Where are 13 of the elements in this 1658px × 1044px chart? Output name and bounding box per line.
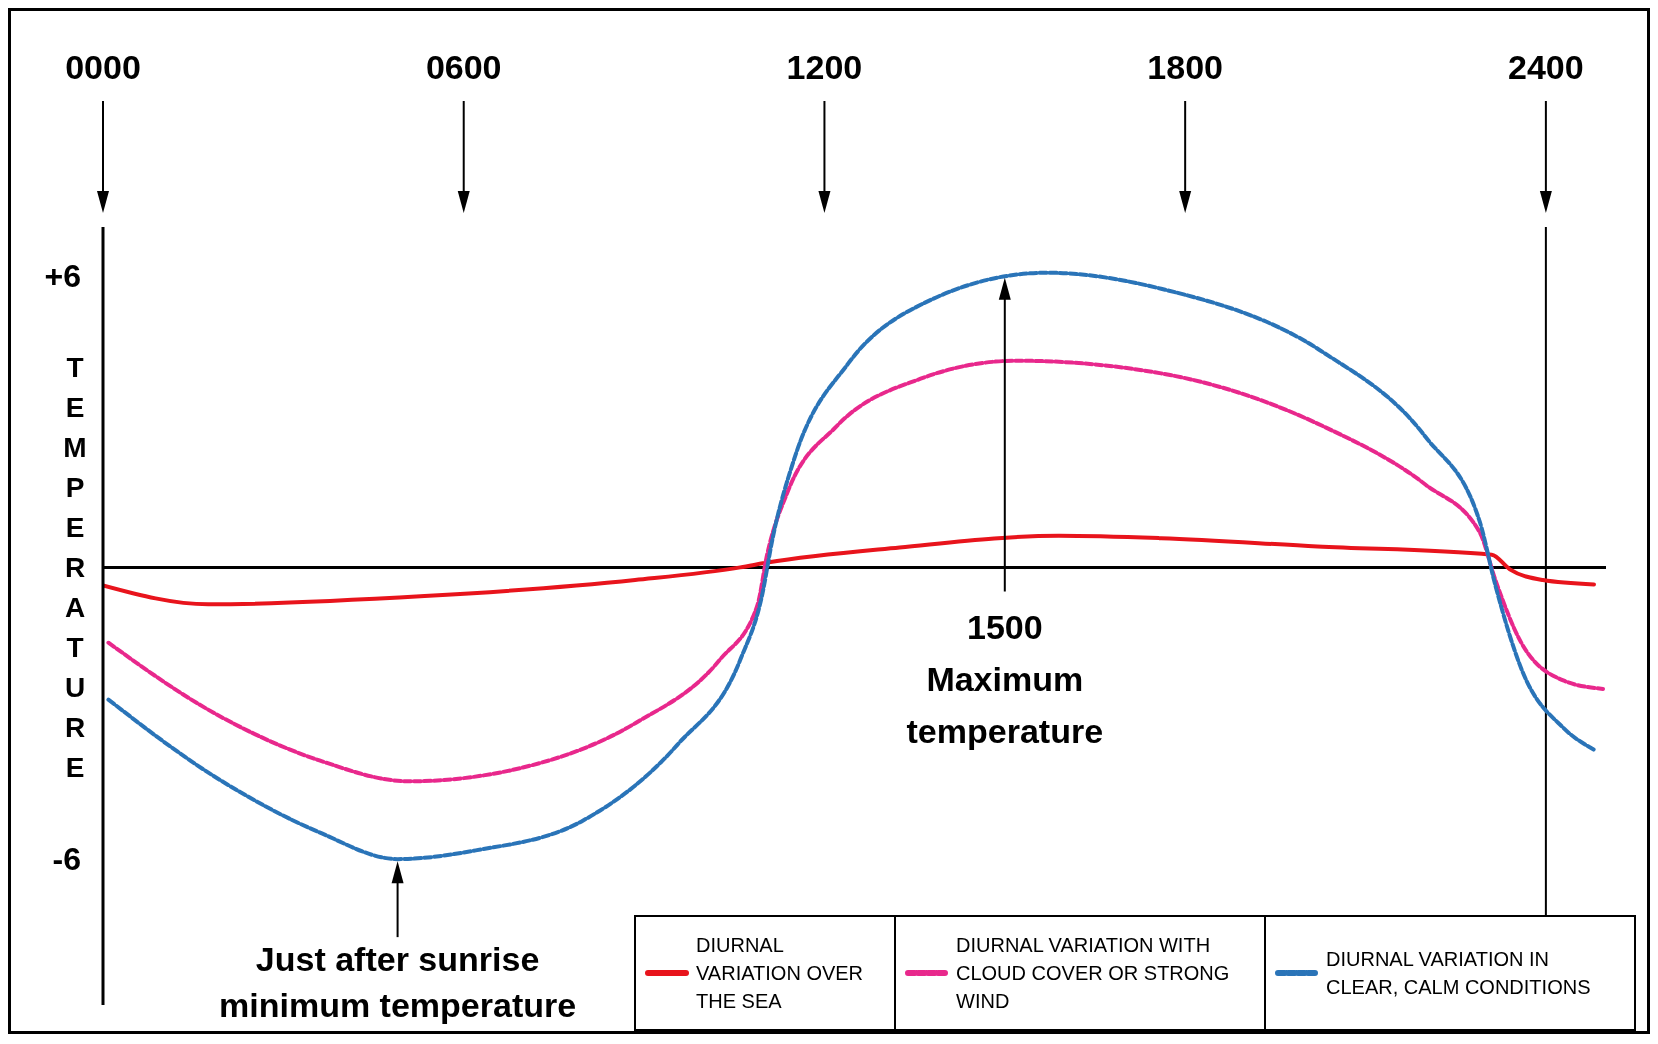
x-tick-label: 1800	[1147, 48, 1223, 86]
text: TEMPERATURE	[63, 352, 87, 784]
legend-label: DIURNAL VARIATION OVER THE SEA	[696, 933, 865, 1014]
x-tick-label: 0000	[65, 48, 141, 86]
y-tick-label: -6	[52, 841, 81, 878]
y-tick-label: +6	[44, 257, 81, 294]
annotation: 1500 Maximum temperature	[906, 608, 1104, 751]
legend-label: DIURNAL VARIATION WITH CLOUD COVER OR STRONG WIND	[956, 933, 1231, 1014]
x-tick-label: 2400	[1508, 48, 1584, 86]
legend-label: DIURNAL VARIATION IN CLEAR, CALM CONDITIONS	[1326, 947, 1592, 1000]
annotation: Just after sunrise minimum temperature	[219, 940, 577, 1025]
x-tick-label: 1200	[786, 48, 863, 86]
x-tick-label: 0600	[425, 48, 502, 86]
